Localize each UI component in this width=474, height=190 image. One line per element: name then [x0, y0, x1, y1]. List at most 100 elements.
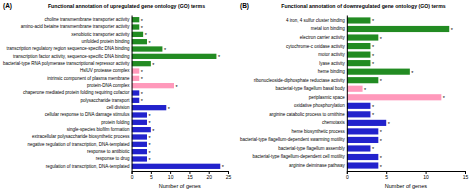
y-tick: transcription regulatory region sequence… [6, 46, 131, 51]
x-tick: 0 [346, 171, 349, 180]
bar [132, 142, 147, 147]
y-tick: bacterial-type flagellum-dependent swarm… [240, 137, 347, 142]
y-tick-label: regulation of transcription, DNA-templat… [46, 164, 130, 169]
y-tick: oxidative phosphorylation [294, 103, 347, 108]
annotation: * [141, 76, 144, 82]
annotation: * [141, 69, 144, 75]
y-tick: periplasmic space [309, 95, 347, 100]
bar [132, 149, 147, 154]
x-tick: 5 [150, 171, 153, 180]
y-tick-label: bacterial-type flagellum-dependent swarm… [240, 137, 346, 142]
title: Functional annotation of downregulated g… [281, 3, 445, 9]
panel-label: (B) [240, 2, 249, 10]
y-tick: motor activity [318, 52, 347, 57]
y-tick-label: response to drug [96, 156, 130, 161]
bar [132, 134, 147, 139]
y-tick: bacterial-type flagellum-dependent cell … [253, 154, 347, 159]
y-tick-label: oxidative phosphorylation [294, 103, 345, 108]
annotation: * [364, 87, 367, 93]
y-tick: ribonucleoside-diphosphate reductase act… [254, 78, 347, 83]
y-tick-label: bacterial-type flagellum basal body [276, 86, 346, 91]
y-tick-label: amino-acid betaine transmembrane transpo… [21, 24, 131, 29]
y-tick: metal ion binding [311, 26, 347, 31]
y-tick-label: 4 iron, 4 sulfur cluster binding [286, 18, 345, 23]
y-tick-label: bacterial-type RNA polymerase transcript… [3, 61, 130, 66]
bar [132, 39, 147, 44]
panel: ******************051015arginine deimina… [240, 2, 468, 189]
bar [132, 105, 167, 110]
x-tick: 10 [423, 171, 429, 180]
y-tick: unfolded protein binding [82, 39, 132, 44]
y-tick-label: HslUV protease complex [80, 68, 130, 73]
x-tick-label: 20 [206, 174, 212, 180]
bar [132, 156, 147, 161]
x-tick: 0 [131, 171, 134, 180]
y-tick-label: bacterial-type flagellum assembly [278, 146, 345, 151]
bar [132, 76, 140, 81]
y-tick-label: cell division [107, 105, 131, 110]
panel: *********************0510152025regulatio… [3, 2, 231, 189]
y-tick: heme binding [318, 69, 347, 74]
x-tick-label: 5 [150, 174, 153, 180]
y-axis-line [132, 16, 133, 172]
y-tick-label: periplasmic space [309, 95, 346, 100]
y-tick-label: metal ion binding [311, 26, 346, 31]
y-tick: extracellular polysaccharide biosyntheti… [32, 134, 132, 139]
bar [347, 120, 386, 126]
y-tick-label: polysaccharide transport [81, 98, 131, 103]
x-tick-label: 0 [346, 174, 349, 180]
annotation: * [380, 138, 383, 144]
annotation: * [148, 157, 151, 163]
annotation: * [372, 61, 375, 67]
x-tick: 15 [463, 171, 469, 180]
y-tick: transcription factor activity, sequence-… [13, 54, 131, 59]
y-tick-label: bacterial-type flagellum-dependent cell … [253, 154, 346, 159]
annotation: * [380, 164, 383, 170]
y-tick: HslUV protease complex [80, 68, 132, 73]
y-tick: chaperone mediated protein folding requi… [23, 90, 132, 95]
y-tick: heme biosynthetic process [292, 129, 347, 134]
bar [347, 162, 379, 168]
bar [347, 137, 379, 143]
y-tick: protein folding [101, 120, 131, 125]
x-tick-label: 5 [385, 174, 388, 180]
y-tick-label: protein folding [101, 120, 130, 125]
annotation: * [148, 142, 151, 148]
y-tick: chemotaxis [322, 120, 347, 125]
x-axis: 0 5 10 15 [346, 171, 469, 180]
x-tick: 25 [226, 171, 232, 180]
y-tick: arginine deiminase pathway [289, 163, 347, 168]
bar [132, 54, 217, 59]
bar [347, 128, 379, 134]
annotations: ********************* [141, 18, 225, 171]
y-axis-line [347, 16, 348, 172]
bar [347, 26, 449, 32]
x-tick: 5 [385, 171, 388, 180]
bar [347, 69, 410, 75]
annotation: * [164, 47, 167, 53]
bar [132, 120, 147, 125]
y-tick-label: arginine deiminase pathway [289, 163, 346, 168]
y-tick: response to drug [96, 156, 132, 161]
x-axis: 0510152025 [131, 171, 232, 180]
y-tick-label: heme biosynthetic process [292, 129, 346, 134]
annotation: * [372, 18, 375, 24]
x-tick-label: 15 [463, 174, 469, 180]
y-tick-label: heme binding [318, 69, 346, 74]
x-tick-label: 10 [423, 174, 429, 180]
annotation: * [411, 70, 414, 76]
bar [347, 94, 442, 100]
y-tick: cytochrome-c oxidase activity [286, 44, 347, 49]
y-tick-label: cytochrome-c oxidase activity [286, 44, 346, 49]
bars [347, 17, 449, 168]
y-tick-label: lyase activity [319, 61, 345, 66]
annotation: * [218, 54, 221, 60]
y-tick: regulation of transcription, DNA-templat… [46, 164, 132, 169]
bar [347, 103, 371, 109]
y-tick-label: motor activity [318, 52, 345, 57]
y-tick: negative regulation of transcription, DN… [28, 142, 132, 147]
annotation: * [372, 146, 375, 152]
annotation: * [152, 128, 155, 134]
y-tick: electron carrier activity [300, 35, 347, 40]
annotation: * [175, 84, 178, 90]
